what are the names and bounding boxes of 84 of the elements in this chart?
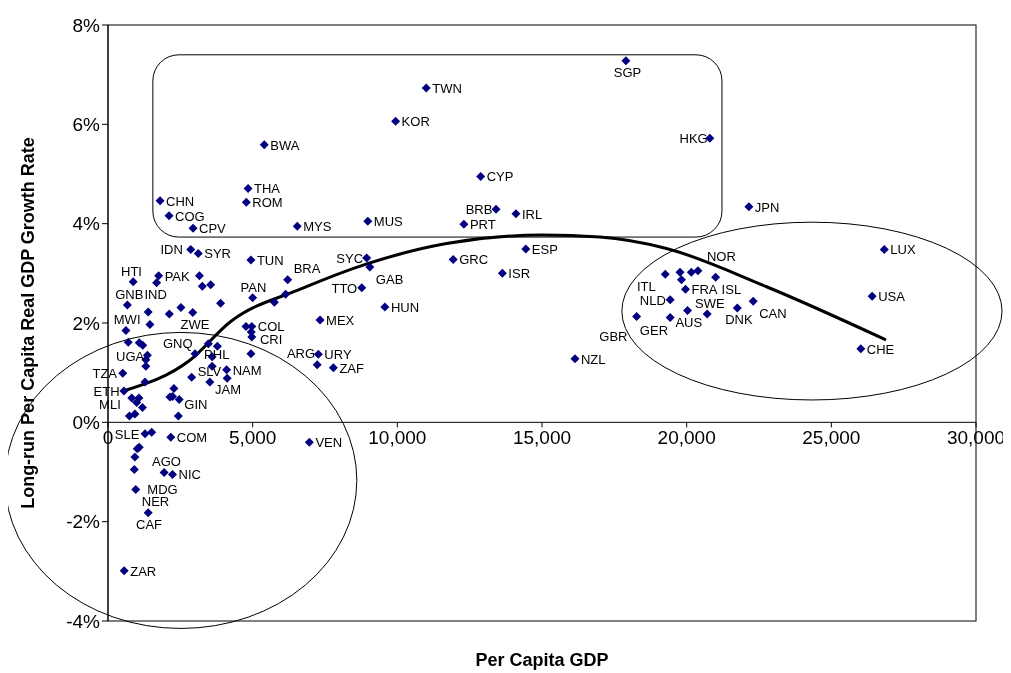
y-tick-label: 4% — [72, 213, 101, 235]
data-label: GBR — [599, 328, 628, 344]
data-label: IRL — [521, 206, 543, 222]
data-label: MDG — [147, 481, 178, 497]
y-axis-title: Long-run Per Capita Real GDP Growth Rate — [18, 137, 38, 509]
data-label: ISL — [721, 282, 742, 298]
data-label: ZWE — [180, 316, 210, 332]
data-label: ESP — [531, 242, 558, 257]
data-label: BRA — [293, 260, 321, 276]
data-label: NER — [141, 494, 170, 510]
data-label: NAM — [232, 362, 262, 378]
data-label: HTI — [121, 263, 142, 279]
data-label: ZAF — [339, 360, 364, 376]
data-label: IND — [144, 286, 167, 302]
data-label: CYP — [486, 169, 514, 185]
data-label: PAK — [164, 268, 191, 284]
data-label: NIC — [178, 467, 201, 483]
data-label: IDN — [160, 242, 183, 258]
data-label: NZL — [580, 351, 606, 367]
data-label: AUS — [675, 314, 703, 330]
data-label: MYS — [303, 219, 332, 235]
x-tick-label: 20,000 — [657, 427, 716, 449]
data-label: GAB — [375, 271, 404, 287]
y-tick-label: 2% — [72, 312, 101, 334]
data-label: HKG — [679, 131, 708, 147]
data-label: ROM — [252, 195, 283, 211]
y-tick-label: 8% — [72, 14, 101, 36]
y-tick-label: 6% — [72, 114, 101, 136]
data-label: SLV — [197, 364, 222, 380]
data-label: USA — [878, 289, 906, 305]
data-label: CHE — [866, 341, 895, 357]
data-label: COG — [175, 208, 205, 224]
y-tick-label: -2% — [66, 511, 101, 533]
data-label: PAN — [240, 279, 267, 295]
data-label: JPN — [754, 199, 780, 215]
data-label: AGO — [151, 454, 181, 470]
data-label: CAF — [136, 516, 163, 532]
data-label: CPV — [199, 221, 227, 237]
data-label: GIN — [184, 396, 208, 412]
x-tick-label: 5,000 — [228, 427, 277, 449]
data-label: NLD — [639, 292, 666, 308]
data-label: KOR — [401, 114, 430, 130]
data-label: URY — [324, 347, 352, 363]
data-label: GNQ — [162, 336, 193, 352]
data-label: HUN — [390, 300, 420, 316]
data-label: ZAR — [130, 563, 157, 579]
data-label: MUS — [373, 214, 404, 230]
y-tick-label: -4% — [66, 610, 101, 632]
x-axis-title: Per Capita GDP — [475, 650, 609, 670]
data-label: UGA — [116, 349, 145, 365]
data-label: TUN — [256, 252, 284, 268]
y-tick-label: 0% — [72, 412, 101, 434]
x-tick-label: 25,000 — [802, 427, 861, 449]
data-label: BRB — [465, 202, 493, 218]
data-label: SGP — [613, 64, 642, 80]
data-label: CHN — [166, 193, 195, 209]
x-tick-label: 10,000 — [368, 427, 427, 449]
data-label: SLE — [114, 426, 140, 442]
x-tick-label: 15,000 — [512, 427, 572, 449]
data-label: PRT — [469, 217, 496, 233]
data-label: VEN — [315, 435, 343, 451]
data-label: ARG — [286, 345, 316, 361]
data-label: FRA — [691, 282, 718, 298]
data-label: TTO — [331, 280, 358, 296]
data-label: SYR — [204, 246, 232, 262]
data-label: PHL — [204, 346, 230, 362]
data-label: GRC — [459, 252, 489, 268]
data-label: JAM — [215, 382, 242, 398]
data-label: LUX — [890, 242, 916, 258]
data-label: TWN — [432, 81, 462, 97]
data-label: SWE — [695, 296, 725, 312]
data-label: COM — [176, 430, 208, 446]
data-label: ISR — [508, 266, 531, 282]
data-label: CAN — [759, 306, 787, 322]
data-label: GNB — [115, 287, 144, 303]
data-label: SYC — [336, 250, 364, 266]
data-label: THA — [254, 181, 281, 197]
data-label: NOR — [706, 248, 736, 264]
data-label: DNK — [725, 312, 753, 328]
data-label: BWA — [270, 137, 300, 153]
data-label: ITL — [636, 279, 656, 295]
data-label: MEX — [326, 313, 355, 329]
data-label: MWI — [113, 312, 141, 328]
data-label: GER — [639, 322, 669, 338]
